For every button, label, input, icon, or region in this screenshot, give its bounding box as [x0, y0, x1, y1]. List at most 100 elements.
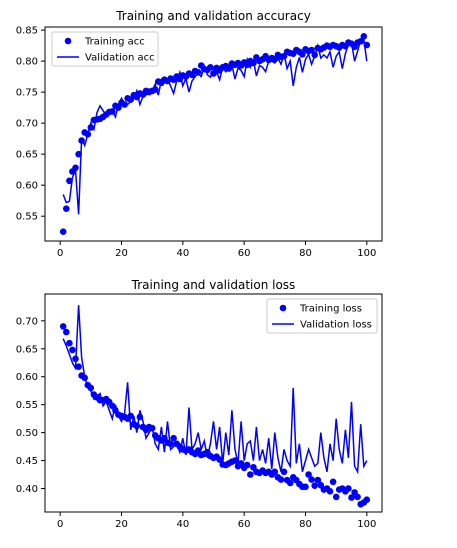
- data-point: [243, 461, 251, 469]
- y-tick-label: 0.75: [16, 88, 38, 99]
- data-point: [326, 488, 334, 495]
- data-point: [216, 456, 223, 463]
- y-tick-label: 0.55: [16, 212, 38, 223]
- x-tick-label: 20: [115, 248, 128, 259]
- series-layer: [59, 33, 371, 235]
- data-point: [332, 493, 340, 501]
- data-point: [59, 323, 67, 330]
- y-tick-label: 0.60: [16, 372, 38, 383]
- data-point: [148, 424, 156, 432]
- x-tick-label: 80: [299, 248, 312, 259]
- data-point: [87, 384, 95, 392]
- x-tick-label: 100: [357, 248, 376, 259]
- data-point: [207, 64, 214, 71]
- x-tick-label: 80: [299, 519, 312, 530]
- data-point: [302, 483, 309, 491]
- legend-marker: [64, 37, 72, 45]
- data-point: [299, 51, 306, 58]
- y-tick-label: 0.70: [16, 119, 38, 130]
- data-point: [75, 150, 82, 158]
- data-point: [314, 476, 322, 484]
- data-point: [84, 131, 92, 138]
- data-point: [271, 468, 279, 476]
- data-point: [280, 468, 288, 476]
- data-point: [357, 38, 365, 45]
- data-point: [170, 434, 177, 442]
- data-point: [311, 51, 319, 59]
- accuracy-chart: Training and validation accuracy 0 20 40 60…: [16, 9, 383, 259]
- data-point: [360, 33, 368, 40]
- x-tick-label: 40: [176, 248, 189, 259]
- data-point: [363, 41, 371, 49]
- data-point: [127, 412, 134, 420]
- y-tick-label: 0.45: [16, 456, 38, 467]
- data-point: [348, 494, 355, 501]
- data-point: [66, 339, 73, 347]
- legend-box: [266, 298, 378, 334]
- y-tick-label: 0.60: [16, 181, 38, 192]
- data-point: [308, 476, 315, 483]
- data-point: [308, 46, 315, 54]
- y-tick-label: 0.80: [16, 57, 38, 68]
- legend-marker: [279, 304, 287, 312]
- legend-label: Validation acc: [85, 53, 155, 64]
- x-tick-label: 0: [57, 248, 63, 259]
- data-point: [277, 476, 285, 483]
- x-tick-label: 100: [357, 519, 376, 530]
- loss-chart: Training and validation loss 0 20 40 60 80 10…: [16, 278, 383, 530]
- y-tick-label: 0.70: [16, 316, 38, 327]
- legend-label: Validation loss: [300, 320, 372, 331]
- y-tick-label: 0.50: [16, 428, 38, 439]
- data-point: [133, 422, 141, 430]
- data-point: [72, 164, 79, 172]
- data-point: [210, 70, 217, 77]
- plot-frame: [44, 26, 383, 242]
- plot-frame: [44, 293, 383, 513]
- legend-label: Training acc: [84, 37, 145, 48]
- y-tick-label: 0.40: [16, 484, 38, 495]
- x-tick-label: 40: [176, 519, 189, 530]
- data-point: [78, 137, 85, 144]
- y-tick-label: 0.85: [16, 26, 38, 37]
- data-point: [63, 328, 70, 336]
- chart-title: Training and validation loss: [131, 278, 296, 292]
- data-point: [59, 228, 67, 235]
- data-point: [121, 101, 128, 108]
- y-tick-label: 0.65: [16, 150, 38, 161]
- legend: Training acc Validation acc: [51, 31, 159, 67]
- data-point: [231, 457, 239, 464]
- data-point: [329, 478, 337, 486]
- data-point: [354, 493, 361, 501]
- data-point: [151, 86, 159, 93]
- axis-ticks: 0 20 40 60 80 100 0.55 0.60 0.65 0.70 0.75 0.80 0.85: [16, 26, 377, 259]
- data-point: [286, 479, 294, 487]
- data-point: [247, 471, 254, 478]
- x-tick-label: 0: [57, 519, 63, 530]
- x-tick-label: 60: [238, 248, 251, 259]
- y-tick-label: 0.65: [16, 344, 38, 355]
- data-point: [81, 374, 88, 382]
- x-tick-label: 60: [238, 519, 251, 530]
- data-point: [250, 59, 257, 67]
- data-point: [305, 471, 312, 478]
- data-point: [225, 65, 233, 72]
- data-point: [194, 69, 202, 76]
- x-tick-label: 20: [115, 519, 128, 530]
- data-point: [311, 482, 319, 490]
- data-point: [345, 485, 352, 492]
- data-point: [69, 346, 76, 354]
- legend: Training loss Validation loss: [266, 298, 378, 334]
- legend-label: Training loss: [299, 304, 362, 315]
- axis-ticks: 0 20 40 60 80 100 0.40 0.45 0.50 0.55 0.60 0.65 0.70: [16, 316, 377, 530]
- chart-title: Training and validation accuracy: [115, 9, 311, 23]
- data-point: [167, 440, 174, 448]
- series-layer: [59, 305, 371, 508]
- data-point: [136, 413, 144, 421]
- data-point: [63, 205, 70, 212]
- data-point: [109, 108, 116, 115]
- data-point: [75, 363, 82, 371]
- data-point: [66, 177, 73, 185]
- data-point: [363, 496, 371, 504]
- data-point: [72, 355, 79, 363]
